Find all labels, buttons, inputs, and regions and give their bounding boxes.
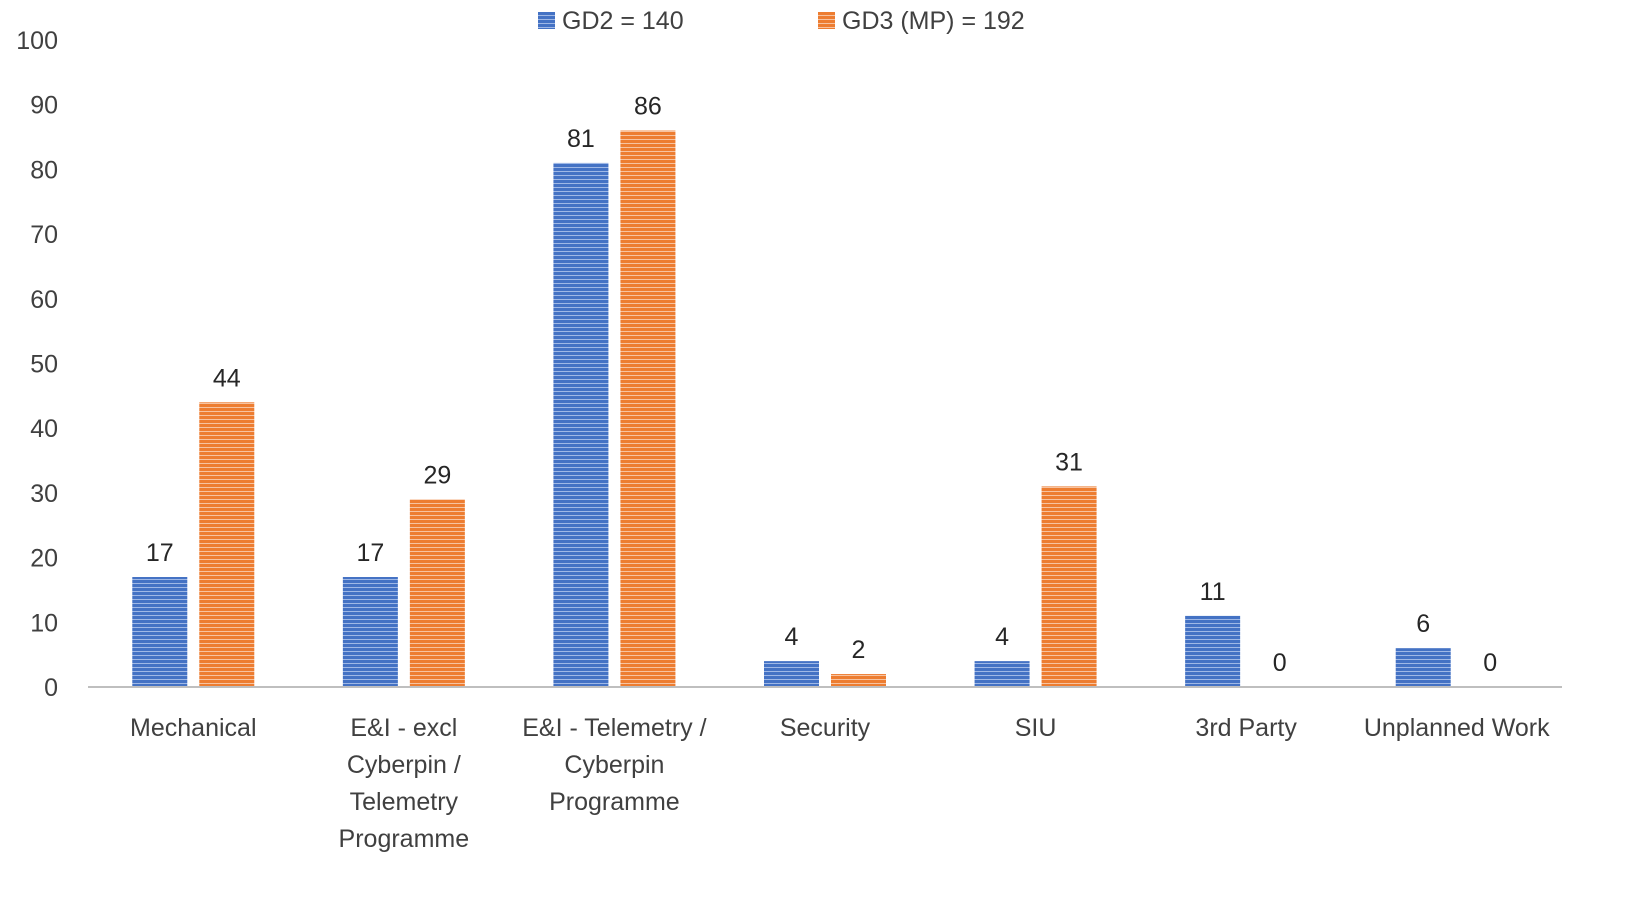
x-category-label: E&I - Telemetry / bbox=[522, 714, 706, 742]
legend-swatch-gd3 bbox=[818, 12, 835, 29]
bar-gd3-2 bbox=[620, 130, 676, 687]
bar-gd2-5 bbox=[1185, 615, 1241, 687]
x-category-label: Cyberpin bbox=[564, 751, 664, 779]
y-tick-label: 40 bbox=[30, 415, 58, 443]
legend-label-gd2: GD2 = 140 bbox=[562, 7, 684, 35]
data-label: 86 bbox=[634, 93, 662, 121]
bar-gd3-3 bbox=[831, 674, 886, 687]
x-category-label: Mechanical bbox=[130, 714, 256, 742]
data-label: 4 bbox=[785, 623, 799, 651]
bar-gd3-4 bbox=[1041, 486, 1097, 687]
x-category-label: Unplanned Work bbox=[1364, 714, 1550, 742]
x-axis: Mechanical E&I - excl Cyberpin / Telemetry P… bbox=[88, 686, 1562, 853]
x-category-label: 3rd Party bbox=[1195, 714, 1297, 742]
data-label: 4 bbox=[995, 623, 1009, 651]
y-tick-label: 30 bbox=[30, 480, 58, 508]
data-label: 17 bbox=[356, 539, 384, 567]
y-tick-label: 90 bbox=[30, 92, 58, 120]
data-label: 6 bbox=[1416, 610, 1430, 638]
y-axis: 0 10 20 30 40 50 60 70 80 90 100 bbox=[16, 27, 58, 702]
data-label: 29 bbox=[423, 461, 451, 489]
x-category-label: E&I - excl bbox=[350, 714, 457, 742]
bar-gd2-6 bbox=[1395, 648, 1451, 687]
data-label: 31 bbox=[1055, 448, 1083, 476]
y-tick-label: 50 bbox=[30, 351, 58, 379]
data-label: 17 bbox=[146, 539, 174, 567]
x-category-label: Programme bbox=[549, 788, 680, 816]
legend: GD2 = 140 GD3 (MP) = 192 bbox=[538, 7, 1025, 35]
bar-gd2-4 bbox=[974, 661, 1030, 687]
x-category-label: Programme bbox=[339, 825, 470, 853]
bar-gd2-3 bbox=[764, 661, 819, 687]
y-tick-label: 10 bbox=[30, 609, 58, 637]
data-label: 81 bbox=[567, 125, 595, 153]
bars bbox=[132, 130, 1451, 687]
y-tick-label: 100 bbox=[16, 27, 58, 55]
bar-gd2-2 bbox=[553, 162, 609, 687]
legend-swatch-gd2 bbox=[538, 12, 555, 29]
legend-label-gd3: GD3 (MP) = 192 bbox=[842, 7, 1025, 35]
data-label: 44 bbox=[213, 364, 241, 392]
y-tick-label: 80 bbox=[30, 156, 58, 184]
data-label: 0 bbox=[1273, 649, 1287, 677]
x-category-label: Cyberpin / bbox=[347, 751, 461, 779]
y-tick-label: 0 bbox=[44, 674, 58, 702]
y-tick-label: 70 bbox=[30, 221, 58, 249]
bar-gd3-0 bbox=[199, 402, 255, 687]
bar-gd2-0 bbox=[132, 577, 188, 687]
x-category-label: SIU bbox=[1015, 714, 1057, 742]
data-label: 2 bbox=[852, 636, 866, 664]
y-tick-label: 60 bbox=[30, 286, 58, 314]
data-label: 11 bbox=[1200, 578, 1226, 606]
data-label: 0 bbox=[1483, 649, 1497, 677]
bar-gd3-1 bbox=[409, 499, 465, 687]
x-category-label: Telemetry bbox=[350, 788, 459, 816]
data-labels: 17 44 17 29 81 86 4 2 4 31 11 0 6 0 bbox=[146, 93, 1497, 677]
x-category-label: Security bbox=[780, 714, 871, 742]
y-tick-label: 20 bbox=[30, 545, 58, 573]
bar-gd2-1 bbox=[342, 577, 398, 687]
